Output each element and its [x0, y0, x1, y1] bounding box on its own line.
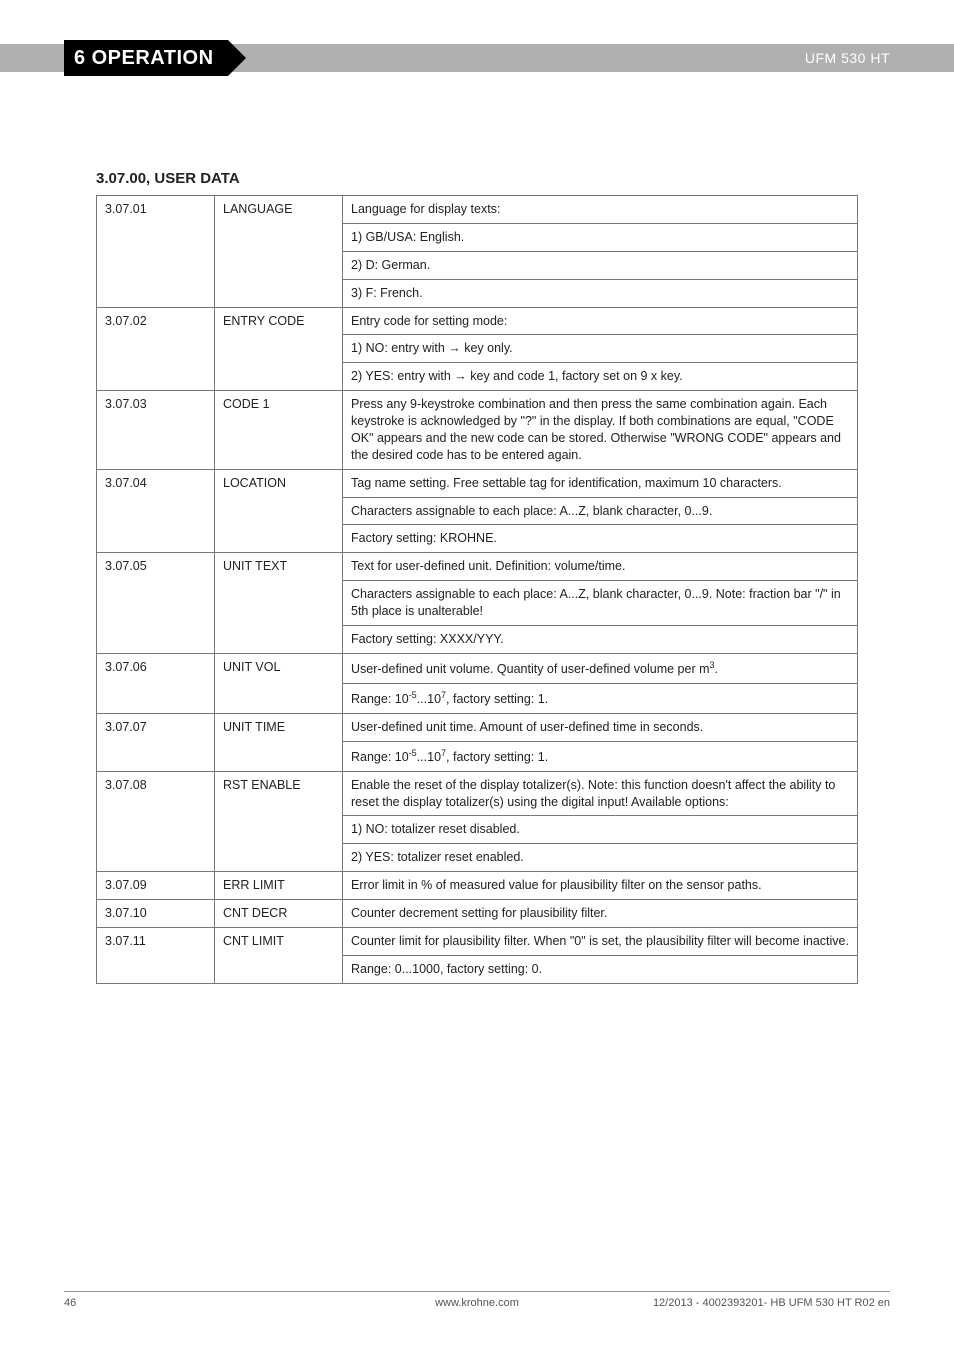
- product-label: UFM 530 HT: [805, 44, 890, 72]
- menu-code: 3.07.11: [97, 927, 215, 983]
- description: Factory setting: KROHNE.: [343, 525, 858, 553]
- description: Characters assignable to each place: A..…: [343, 497, 858, 525]
- param-name: RST ENABLE: [215, 771, 343, 872]
- table-row: 3.07.01LANGUAGELanguage for display text…: [97, 196, 858, 224]
- table-row: 3.07.11CNT LIMITCounter limit for plausi…: [97, 927, 858, 955]
- menu-code: 3.07.10: [97, 900, 215, 928]
- chevron-right-icon: [228, 40, 246, 76]
- menu-code: 3.07.05: [97, 553, 215, 654]
- description: Tag name setting. Free settable tag for …: [343, 469, 858, 497]
- description: Text for user-defined unit. Definition: …: [343, 553, 858, 581]
- table-row: 3.07.04LOCATIONTag name setting. Free se…: [97, 469, 858, 497]
- table-row: 3.07.08RST ENABLEEnable the reset of the…: [97, 771, 858, 816]
- table-title: 3.07.00, USER DATA: [96, 170, 858, 187]
- menu-code: 3.07.03: [97, 391, 215, 470]
- footer-revision: 12/2013 - 4002393201- HB UFM 530 HT R02 …: [653, 1297, 890, 1309]
- description: 2) YES: totalizer reset enabled.: [343, 844, 858, 872]
- param-name: CNT LIMIT: [215, 927, 343, 983]
- menu-code: 3.07.07: [97, 713, 215, 771]
- footer-divider: [64, 1291, 890, 1292]
- table-row: 3.07.07UNIT TIMEUser-defined unit time. …: [97, 713, 858, 741]
- table-row: 3.07.06UNIT VOLUser-defined unit volume.…: [97, 653, 858, 683]
- menu-code: 3.07.02: [97, 307, 215, 391]
- table-row: 3.07.09ERR LIMITError limit in % of meas…: [97, 872, 858, 900]
- description: Counter decrement setting for plausibili…: [343, 900, 858, 928]
- param-name: UNIT VOL: [215, 653, 343, 713]
- description: Range: 10-5...107, factory setting: 1.: [343, 741, 858, 771]
- menu-code: 3.07.04: [97, 469, 215, 553]
- description: Enable the reset of the display totalize…: [343, 771, 858, 816]
- description: Range: 10-5...107, factory setting: 1.: [343, 683, 858, 713]
- description: Error limit in % of measured value for p…: [343, 872, 858, 900]
- menu-code: 3.07.08: [97, 771, 215, 872]
- table-row: 3.07.03CODE 1Press any 9-keystroke combi…: [97, 391, 858, 470]
- menu-code: 3.07.06: [97, 653, 215, 713]
- description: Characters assignable to each place: A..…: [343, 581, 858, 626]
- description: 2) D: German.: [343, 251, 858, 279]
- section-tag: 6 OPERATION: [64, 40, 228, 76]
- description: User-defined unit volume. Quantity of us…: [343, 653, 858, 683]
- header-bar: 6 OPERATION UFM 530 HT: [0, 44, 954, 72]
- description: 3) F: French.: [343, 279, 858, 307]
- footer: 46 www.krohne.com 12/2013 - 4002393201- …: [0, 1291, 954, 1311]
- menu-code: 3.07.01: [97, 196, 215, 308]
- menu-code: 3.07.09: [97, 872, 215, 900]
- user-data-table: 3.07.01LANGUAGELanguage for display text…: [96, 195, 858, 984]
- description: 1) NO: entry with → key only.: [343, 335, 858, 363]
- section-title: OPERATION: [92, 47, 214, 70]
- description: 1) NO: totalizer reset disabled.: [343, 816, 858, 844]
- content: 3.07.00, USER DATA 3.07.01LANGUAGELangua…: [96, 170, 858, 984]
- description: Counter limit for plausibility filter. W…: [343, 927, 858, 955]
- param-name: ERR LIMIT: [215, 872, 343, 900]
- description: User-defined unit time. Amount of user-d…: [343, 713, 858, 741]
- param-name: LOCATION: [215, 469, 343, 553]
- param-name: UNIT TEXT: [215, 553, 343, 654]
- param-name: CNT DECR: [215, 900, 343, 928]
- table-row: 3.07.10CNT DECRCounter decrement setting…: [97, 900, 858, 928]
- description: Language for display texts:: [343, 196, 858, 224]
- section-number: 6: [74, 47, 86, 70]
- description: Range: 0...1000, factory setting: 0.: [343, 955, 858, 983]
- description: 1) GB/USA: English.: [343, 223, 858, 251]
- param-name: UNIT TIME: [215, 713, 343, 771]
- description: Entry code for setting mode:: [343, 307, 858, 335]
- description: Press any 9-keystroke combination and th…: [343, 391, 858, 470]
- param-name: LANGUAGE: [215, 196, 343, 308]
- table-row: 3.07.02ENTRY CODEEntry code for setting …: [97, 307, 858, 335]
- description: 2) YES: entry with → key and code 1, fac…: [343, 363, 858, 391]
- table-row: 3.07.05UNIT TEXTText for user-defined un…: [97, 553, 858, 581]
- param-name: CODE 1: [215, 391, 343, 470]
- param-name: ENTRY CODE: [215, 307, 343, 391]
- description: Factory setting: XXXX/YYY.: [343, 625, 858, 653]
